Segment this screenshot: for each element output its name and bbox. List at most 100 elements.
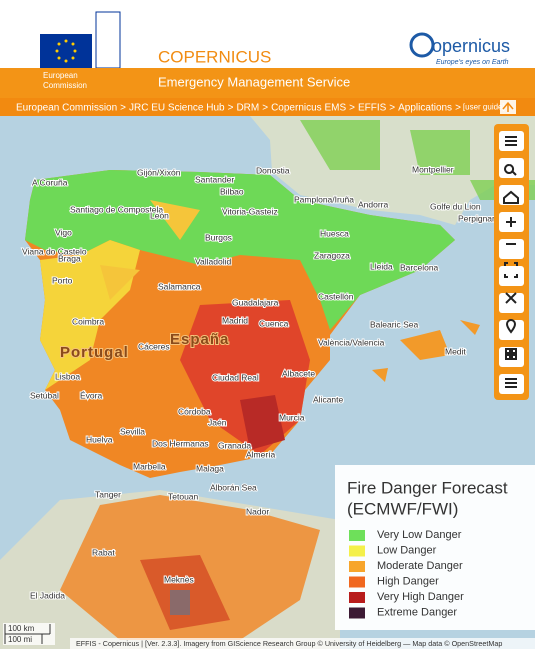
legend-title: (ECMWF/FWI) (347, 499, 458, 518)
map-tool-icon (506, 217, 516, 227)
map-label: Medit (445, 346, 466, 356)
map-label: Alborán Sea (210, 482, 257, 492)
map-tool-icon (505, 319, 517, 334)
map-label: Barcelona (400, 262, 439, 272)
map-label: Guadalajara (232, 297, 279, 307)
breadcrumb-separator: > (228, 102, 234, 113)
map-label: Lleida (370, 261, 393, 271)
attribution: EFFIS - Copernicus | [Ver. 2.3.3]. Image… (76, 639, 502, 648)
map-label: Andorra (358, 199, 389, 209)
map-tool-button[interactable] (499, 293, 524, 313)
map-label: València/Valencia (318, 337, 385, 347)
map-label: Donostia (256, 165, 290, 175)
map-label: Valladolid (195, 256, 232, 266)
map-label: Murcia (279, 412, 305, 422)
map-label: Santander (195, 174, 234, 184)
map-tool-button[interactable] (499, 239, 524, 259)
map-label: Huelva (86, 434, 113, 444)
map-tool-icon (504, 164, 517, 176)
scale-mi: 100 mi (8, 635, 32, 644)
map-label: Lisboa (55, 371, 80, 381)
breadcrumb-separator: > (120, 102, 126, 113)
legend-swatch (349, 576, 365, 588)
map-label: Jaén (208, 417, 227, 427)
map-tool-button[interactable] (499, 266, 524, 286)
copernicus-logo: opernicus Europe's eyes on Earth (409, 32, 510, 66)
map-label: El Jadida (30, 590, 65, 600)
map-label: Marbella (133, 461, 166, 471)
breadcrumb-item[interactable]: Copernicus EMS (271, 102, 346, 113)
org-line1: European (43, 71, 78, 80)
breadcrumb-item[interactable]: European Commission (16, 102, 117, 113)
map-label: León (150, 210, 169, 220)
map-label: Vigo (55, 227, 72, 237)
map-label: Évora (80, 390, 102, 400)
map-label: Setúbal (30, 390, 59, 400)
eu-flag (40, 34, 92, 68)
header-subtitle: Emergency Management Service (158, 74, 350, 89)
header-title: COPERNICUS (158, 47, 271, 66)
map-label: Gijón/Xixón (137, 167, 181, 177)
breadcrumb: European Commission > JRC EU Science Hub > D… (16, 102, 505, 113)
map-label: Salamanca (158, 281, 201, 291)
breadcrumb-item[interactable]: Applications (398, 102, 452, 113)
map-label: Tanger (95, 489, 121, 499)
service-bar (0, 68, 535, 98)
map-label: Meknès (164, 574, 194, 584)
map-label: Vitoria-Gasteiz (222, 206, 278, 216)
map-label: Córdoba (178, 406, 211, 416)
map-label: Porto (52, 275, 73, 285)
map-label: Tetouan (168, 491, 199, 501)
org-line2: Commission (43, 81, 87, 90)
legend-swatch (349, 592, 365, 603)
breadcrumb-item[interactable]: JRC EU Science Hub (129, 102, 225, 113)
map-tool-icon (503, 190, 519, 204)
legend-swatch (349, 545, 365, 557)
legend-label: High Danger (377, 575, 439, 587)
map-label: Rabat (92, 547, 115, 557)
map-label: A Coruña (32, 177, 68, 187)
legend-title: Fire Danger Forecast (347, 478, 508, 497)
map-tool-icon (505, 348, 517, 360)
map-tool-button[interactable] (499, 158, 524, 178)
map-label: Dos Hermanas (152, 438, 209, 448)
map-label: Albacete (282, 368, 315, 378)
map-label: Burgos (205, 232, 232, 242)
map-label: Almería (246, 449, 276, 459)
breadcrumb-separator: > (349, 102, 355, 113)
scale-km: 100 km (8, 624, 35, 633)
legend-swatch (349, 607, 365, 619)
breadcrumb-separator: > (262, 102, 268, 113)
breadcrumb-item[interactable]: EFFIS (358, 102, 387, 113)
map-label: Balearic Sea (370, 319, 418, 329)
map-label: Huesca (320, 228, 349, 238)
map-label: Coimbra (72, 316, 104, 326)
map-label: Portugal (60, 344, 129, 361)
legend-label: Low Danger (377, 544, 437, 556)
toolbar (494, 124, 529, 400)
map-label: Castellón (318, 291, 354, 301)
legend: Fire Danger Forecast (ECMWF/FWI) Very Lo… (335, 465, 535, 630)
map-label: Madrid (222, 315, 248, 325)
map-tool-icon (505, 378, 517, 388)
map-tool-icon (505, 292, 517, 304)
breadcrumb-separator: > (455, 102, 461, 113)
map-label: Malaga (196, 463, 224, 473)
map-label: Pamplona/Iruña (294, 194, 354, 204)
breadcrumb-bar (0, 98, 535, 116)
map-label: España (170, 331, 229, 348)
map-label: Ciudad Real (212, 372, 259, 382)
map-label: Cáceres (138, 341, 170, 351)
legend-label: Very Low Danger (377, 529, 462, 541)
map-label: Montpellier (412, 164, 454, 174)
breadcrumb-item[interactable]: DRM (236, 102, 259, 113)
logo-tagline: Europe's eyes on Earth (436, 59, 509, 66)
legend-label: Moderate Danger (377, 560, 463, 572)
map-label: Zaragoza (314, 250, 350, 260)
user-guide-link[interactable]: [user guide] (463, 103, 505, 112)
map-label: Sevilla (120, 426, 145, 436)
map-label: Santiago de Compostela (70, 204, 163, 214)
logo-text: opernicus (432, 36, 510, 56)
map-label: Braga (58, 253, 81, 263)
